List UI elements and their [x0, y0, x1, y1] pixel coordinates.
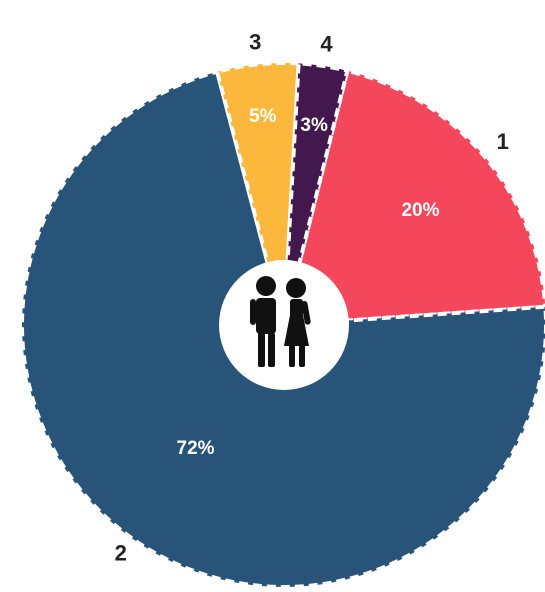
- pie-labels: 20% 1 72% 2 5% 3 3% 4: [115, 30, 509, 566]
- pie-slice-1: [282, 68, 545, 327]
- slice-category-label-2: 2: [115, 540, 127, 565]
- slice-category-label-3: 3: [249, 30, 261, 55]
- center-badge: [219, 260, 349, 390]
- pie-slice-4: [282, 61, 350, 327]
- slice-value-label-2: 72%: [177, 438, 215, 459]
- slice-category-label-4: 4: [320, 31, 333, 56]
- slice-value-label-1: 20%: [401, 200, 439, 221]
- pie-slice-3: [215, 61, 301, 327]
- slice-value-label-3: 5%: [249, 106, 277, 127]
- center-circle: [219, 260, 349, 390]
- slice-value-label-4: 3%: [300, 115, 328, 136]
- couple-icon: [250, 276, 311, 367]
- slice-category-label-1: 1: [497, 129, 509, 154]
